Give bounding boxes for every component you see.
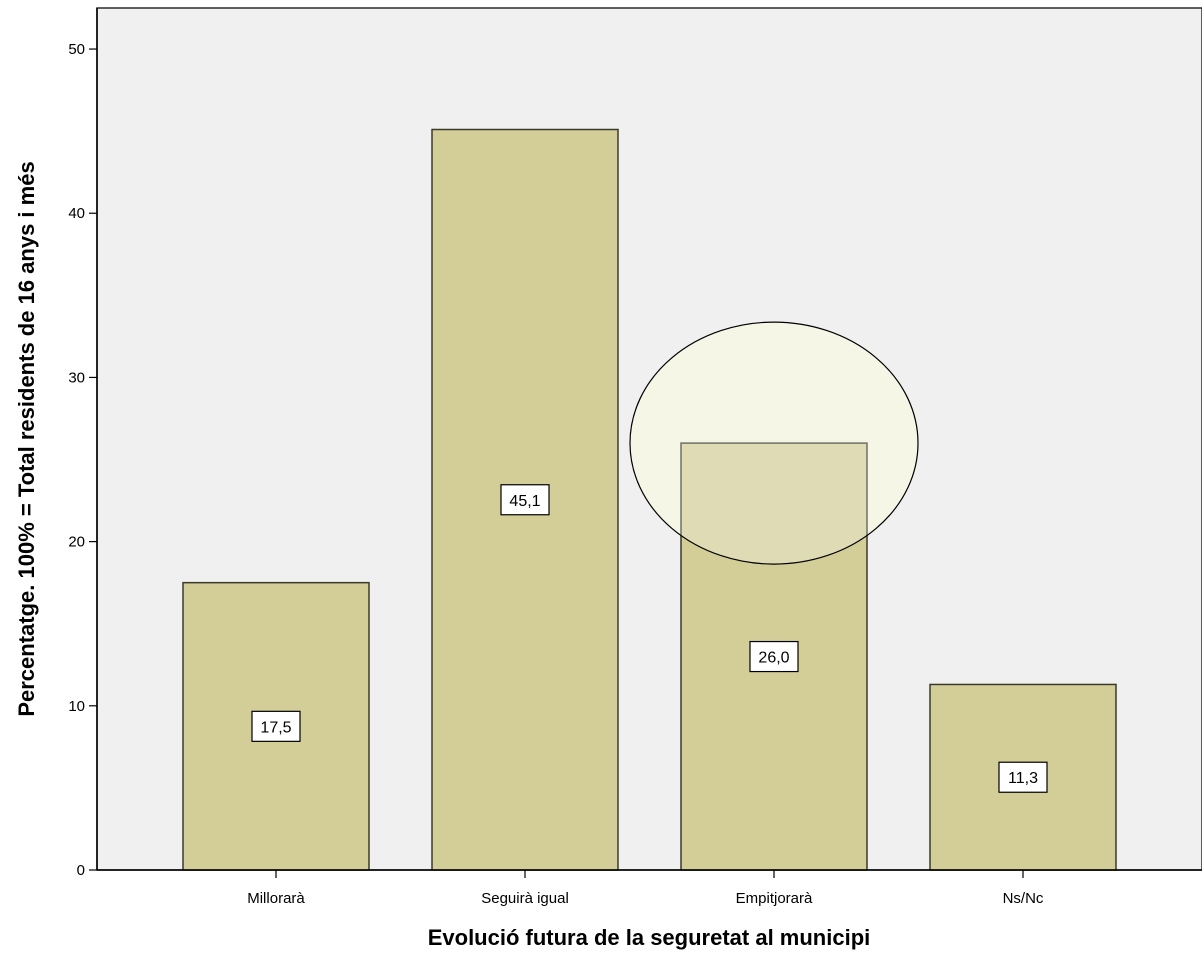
data-label: 45,1: [509, 493, 540, 510]
axes-layer: 0 10 20 30 40 50 Millorarà Seguirà igual Empitjo…: [68, 8, 1202, 907]
highlight-ellipse: [629, 321, 919, 565]
x-tick-label: Millorarà: [247, 890, 305, 907]
data-label-box: [998, 761, 1048, 793]
y-tick-label: 40: [68, 205, 85, 222]
y-tick-label: 50: [68, 41, 85, 58]
data-label-box: [500, 484, 550, 516]
x-tick-label: Ns/Nc: [1003, 890, 1044, 907]
data-labels-layer: 17,5 45,1 26,0 11,3: [251, 484, 1048, 793]
y-tick-label: 30: [68, 369, 85, 386]
x-axis-title: Evolució futura de la seguretat al munic…: [428, 925, 871, 950]
data-label: 17,5: [260, 719, 291, 736]
y-tick-label: 0: [77, 862, 85, 879]
overlay-layer: [629, 321, 919, 565]
x-tick-label: Empitjorarà: [736, 890, 813, 907]
x-tick-label: Seguirà igual: [481, 890, 569, 907]
data-label: 11,3: [1008, 770, 1038, 787]
data-label-box: [251, 710, 301, 742]
y-axis-title: Percentatge. 100% = Total residents de 1…: [14, 161, 39, 716]
data-label: 26,0: [758, 650, 789, 667]
data-label-box: [749, 640, 799, 673]
y-tick-label: 10: [68, 698, 85, 715]
y-tick-label: 20: [68, 534, 85, 551]
